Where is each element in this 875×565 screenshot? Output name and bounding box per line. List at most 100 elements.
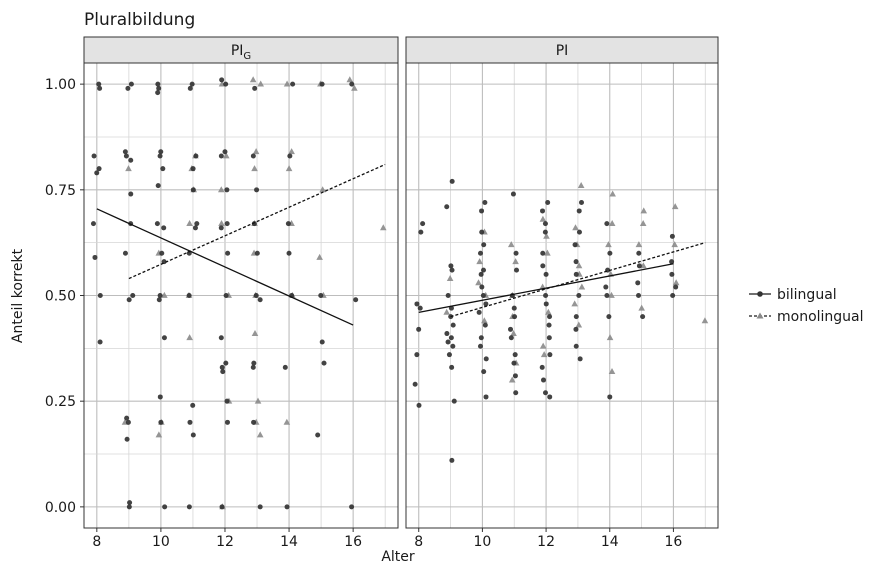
point-bilingual: [192, 225, 198, 231]
point-monolingual: [285, 165, 293, 172]
point-bilingual: [186, 293, 192, 298]
point-bilingual: [479, 229, 485, 235]
fit-line-monolingual: [128, 163, 386, 280]
point-monolingual: [671, 241, 678, 248]
panel-right-border: [405, 62, 719, 529]
point-bilingual: [161, 335, 167, 341]
point-monolingual: [319, 186, 326, 193]
point-bilingual: [194, 221, 200, 227]
point-bilingual: [480, 293, 486, 298]
point-bilingual: [450, 343, 456, 349]
point-bilingual: [511, 305, 517, 311]
point-bilingual: [451, 398, 457, 404]
point-bilingual: [546, 335, 552, 341]
point-monolingual: [443, 308, 450, 315]
point-bilingual: [282, 364, 288, 370]
point-bilingual: [91, 153, 97, 159]
point-bilingual: [155, 183, 161, 189]
point-bilingual: [418, 229, 424, 235]
point-monolingual: [283, 418, 291, 425]
point-bilingual: [481, 369, 487, 375]
point-bilingual: [286, 250, 292, 256]
point-monolingual: [575, 262, 583, 269]
point-bilingual: [225, 250, 231, 256]
point-bilingual: [90, 221, 96, 227]
point-bilingual: [483, 394, 489, 400]
point-bilingual: [604, 293, 610, 298]
point-bilingual: [669, 271, 675, 277]
point-bilingual: [482, 200, 488, 205]
point-bilingual: [479, 208, 485, 214]
point-bilingual: [542, 221, 548, 227]
panel-left: PIG 8 10 12 14 16: [83, 36, 399, 550]
point-bilingual: [222, 149, 228, 155]
point-bilingual: [257, 297, 263, 303]
strip-left: [83, 36, 399, 64]
point-monolingual: [510, 329, 517, 336]
point-bilingual: [547, 352, 553, 358]
x-tick-label: 16: [344, 534, 362, 550]
point-bilingual: [481, 242, 487, 248]
point-bilingual: [449, 364, 455, 370]
point-bilingual: [158, 419, 164, 425]
x-tick-label: 14: [601, 534, 619, 550]
point-bilingual: [124, 415, 130, 421]
x-ticks-left: 8 10 12 14 16: [92, 528, 362, 550]
point-bilingual: [218, 335, 224, 341]
point-monolingual: [577, 181, 585, 188]
point-bilingual: [224, 221, 230, 227]
point-monolingual: [249, 76, 257, 83]
point-bilingual: [417, 305, 423, 311]
point-monolingual: [671, 203, 679, 210]
point-monolingual: [481, 317, 488, 324]
point-bilingual: [128, 191, 134, 197]
point-monolingual: [125, 165, 132, 172]
point-bilingual: [223, 293, 229, 298]
x-tick-label: 16: [665, 534, 683, 550]
point-monolingual: [257, 80, 265, 87]
point-bilingual: [254, 250, 260, 256]
point-bilingual: [640, 314, 646, 320]
point-bilingual: [157, 293, 163, 298]
point-monolingual: [218, 220, 225, 227]
point-monolingual: [606, 334, 614, 341]
point-bilingual: [483, 301, 489, 307]
point-monolingual: [475, 279, 482, 286]
point-bilingual: [478, 271, 484, 277]
point-bilingual: [319, 339, 325, 345]
point-monolingual: [254, 397, 262, 404]
legend-label-bilingual: bilingual: [777, 287, 837, 303]
point-bilingual: [94, 170, 100, 176]
point-bilingual: [157, 394, 163, 400]
point-bilingual: [349, 504, 355, 510]
point-bilingual: [290, 81, 296, 87]
point-monolingual: [545, 308, 552, 315]
point-bilingual: [159, 250, 165, 256]
point-bilingual: [252, 85, 258, 91]
point-monolingual: [252, 148, 260, 155]
point-monolingual: [608, 291, 615, 298]
fit-line-bilingual: [96, 208, 354, 326]
y-tick-label: 0.50: [45, 289, 76, 305]
point-bilingual: [543, 293, 549, 298]
point-bilingual: [449, 178, 455, 184]
points-right: [412, 178, 709, 463]
point-bilingual: [511, 360, 517, 366]
point-monolingual: [640, 207, 648, 214]
point-monolingual: [446, 274, 454, 281]
point-monolingual: [507, 241, 515, 248]
point-bilingual: [483, 356, 489, 362]
fit-line-monolingual: [450, 242, 706, 318]
point-bilingual: [669, 259, 675, 265]
point-bilingual: [124, 436, 130, 442]
point-bilingual: [251, 419, 257, 425]
point-monolingual: [251, 165, 258, 172]
point-bilingual: [513, 390, 519, 396]
x-tick-label: 12: [216, 534, 234, 550]
point-bilingual: [514, 267, 520, 273]
strip-right: [405, 36, 719, 64]
point-bilingual: [318, 293, 324, 298]
point-bilingual: [445, 339, 451, 345]
point-bilingual: [479, 284, 485, 290]
